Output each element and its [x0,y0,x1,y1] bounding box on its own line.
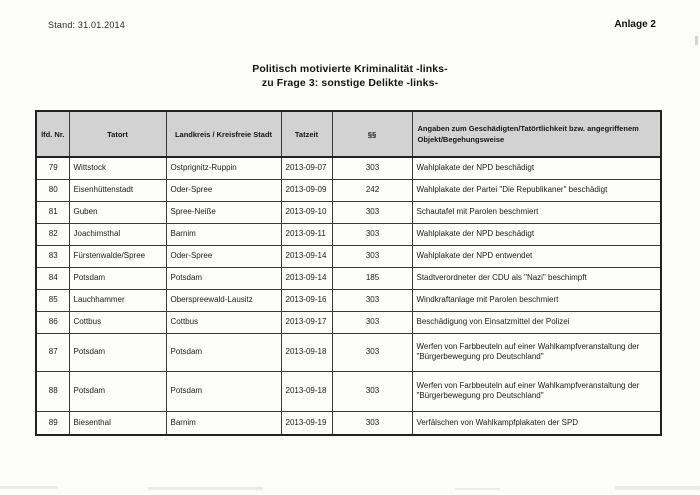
cell-paragraphs: 185 [331,266,413,290]
cell-paragraphs: 303 [331,332,413,372]
cell-lfd-nr: 79 [35,156,70,180]
column-header-angaben: Angaben zum Geschädigten/Tatörtlichkeit … [411,110,662,158]
cell-paragraphs: 303 [331,310,413,334]
cell-lfd-nr: 80 [35,178,70,202]
cell-tatzeit: 2013-09-16 [280,288,333,312]
document-title-line2: zu Frage 3: sonstige Delikte -links- [261,77,439,89]
cell-tatzeit: 2013-09-07 [280,156,333,180]
column-header-tatzeit: Tatzeit [280,110,333,158]
cell-tatort: Potsdam [68,332,167,372]
cell-lfd-nr: 83 [35,244,70,268]
cell-paragraphs: 303 [331,156,413,180]
cell-tatort: Eisenhüttenstadt [68,178,167,202]
cell-paragraphs: 303 [331,410,413,436]
table-row: 79 Wittstock Ostprignitz-Ruppin 2013-09-07 3… [35,156,662,180]
table-row: 87 Potsdam Potsdam 2013-09-18 303 Werfen von … [35,332,662,372]
scan-artifact [455,488,500,490]
cell-tatzeit: 2013-09-11 [280,222,333,246]
cell-angaben: Windkraftanlage mit Parolen beschmiert [411,288,662,312]
table-row: 84 Potsdam Potsdam 2013-09-14 185 Stadtverord… [35,266,662,290]
table-row: 82 Joachimsthal Barnim 2013-09-11 303 Wahlpla… [35,222,662,246]
stand-date-label: Stand: 31.01.2014 [48,20,125,30]
cell-tatort: Biesenthal [68,410,167,436]
cell-angaben: Schautafel mit Parolen beschmiert [411,200,662,224]
table-body: 79 Wittstock Ostprignitz-Ruppin 2013-09-07 3… [35,156,662,436]
cell-angaben: Beschädigung von Einsatzmittel der Poliz… [411,310,662,334]
column-header-landkreis: Landkreis / Kreisfreie Stadt [165,110,282,158]
cell-lfd-nr: 88 [35,370,70,412]
cell-angaben: Wahlplakate der Partei "Die Republikaner… [411,178,662,202]
table-row: 89 Biesenthal Barnim 2013-09-19 303 Verfälsch… [35,410,662,436]
cell-tatzeit: 2013-09-14 [280,266,333,290]
cell-paragraphs: 303 [331,244,413,268]
scan-artifact [695,36,698,45]
cell-tatzeit: 2013-09-17 [280,310,333,334]
cell-lfd-nr: 86 [35,310,70,334]
table-row: 86 Cottbus Cottbus 2013-09-17 303 Beschädigun… [35,310,662,334]
cell-angaben: Wahlplakate der NPD beschädigt [411,222,662,246]
cell-lfd-nr: 82 [35,222,70,246]
scan-artifact [615,486,700,490]
table-row: 88 Potsdam Potsdam 2013-09-18 303 Werfen von … [35,370,662,412]
cell-lfd-nr: 87 [35,332,70,372]
cell-angaben: Stadtverordneter der CDU als "Nazi" besc… [411,266,662,290]
cell-tatort: Potsdam [68,370,167,412]
cell-landkreis: Cottbus [165,310,282,334]
cell-tatort: Wittstock [68,156,167,180]
cell-tatort: Guben [68,200,167,224]
cell-tatort: Lauchhammer [68,288,167,312]
table-row: 81 Guben Spree-Neiße 2013-09-10 303 Schautafe… [35,200,662,224]
cell-paragraphs: 303 [331,222,413,246]
cell-landkreis: Oder-Spree [165,178,282,202]
anlage-label: Anlage 2 [614,19,656,30]
incident-table: lfd. Nr. Tatort Landkreis / Kreisfreie S… [35,110,662,436]
cell-tatzeit: 2013-09-18 [280,370,333,412]
table-row: 80 Eisenhüttenstadt Oder-Spree 2013-09-09 24… [35,178,662,202]
cell-paragraphs: 242 [331,178,413,202]
cell-tatort: Fürstenwalde/Spree [68,244,167,268]
cell-tatzeit: 2013-09-14 [280,244,333,268]
cell-lfd-nr: 84 [35,266,70,290]
cell-tatzeit: 2013-09-18 [280,332,333,372]
cell-landkreis: Oberspreewald-Lausitz [165,288,282,312]
cell-paragraphs: 303 [331,200,413,224]
cell-landkreis: Potsdam [165,332,282,372]
scan-artifact [0,486,58,489]
cell-landkreis: Spree-Neiße [165,200,282,224]
cell-angaben: Wahlplakate der NPD beschädigt [411,156,662,180]
cell-lfd-nr: 89 [35,410,70,436]
table-header-row: lfd. Nr. Tatort Landkreis / Kreisfreie S… [35,110,662,158]
cell-tatort: Cottbus [68,310,167,334]
cell-tatort: Potsdam [68,266,167,290]
cell-landkreis: Oder-Spree [165,244,282,268]
cell-landkreis: Barnim [165,222,282,246]
cell-angaben: Verfälschen von Wahlkampfplakaten der SP… [411,410,662,436]
cell-angaben: Werfen von Farbbeuteln auf einer Wahlkam… [411,370,662,412]
cell-tatzeit: 2013-09-19 [280,410,333,436]
cell-tatzeit: 2013-09-10 [280,200,333,224]
cell-landkreis: Barnim [165,410,282,436]
cell-landkreis: Potsdam [165,266,282,290]
cell-landkreis: Potsdam [165,370,282,412]
column-header-tatort: Tatort [68,110,167,158]
cell-lfd-nr: 81 [35,200,70,224]
table-row: 83 Fürstenwalde/Spree Oder-Spree 2013-09-14… [35,244,662,268]
cell-angaben: Werfen von Farbbeuteln auf einer Wahlkam… [411,332,662,372]
column-header-lfd-nr: lfd. Nr. [35,110,70,158]
cell-tatzeit: 2013-09-09 [280,178,333,202]
cell-tatort: Joachimsthal [68,222,167,246]
column-header-paragraphs: §§ [331,110,413,158]
cell-angaben: Wahlplakate der NPD entwendet [411,244,662,268]
cell-paragraphs: 303 [331,370,413,412]
cell-paragraphs: 303 [331,288,413,312]
cell-lfd-nr: 85 [35,288,70,312]
cell-landkreis: Ostprignitz-Ruppin [165,156,282,180]
scan-artifact [148,487,263,490]
document-title-line1: Politisch motivierte Kriminalität -links… [252,63,448,75]
document-title: Politisch motivierte Kriminalität -links… [0,62,700,90]
table-row: 85 Lauchhammer Oberspreewald-Lausitz 2013-0… [35,288,662,312]
